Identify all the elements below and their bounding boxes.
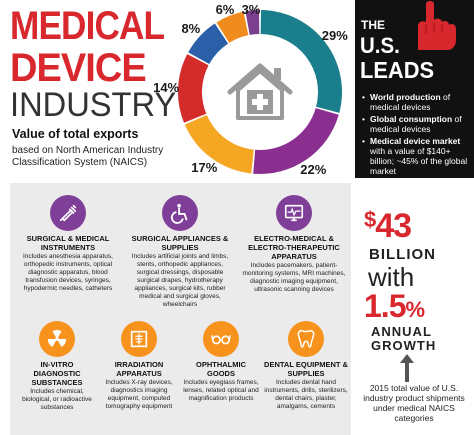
category-irradiation: Irradiation Apparatus Includes X-ray dev… bbox=[100, 321, 178, 411]
donut-slice bbox=[260, 10, 342, 113]
category-description: Includes X-ray devices, diagnostics imag… bbox=[105, 379, 173, 410]
donut-slice-label: 3% bbox=[241, 2, 261, 17]
leads-label: LEADS bbox=[360, 57, 435, 83]
category-description: Includes pacemakers, patient-monitoring … bbox=[242, 262, 346, 293]
category-icon-circle bbox=[39, 321, 75, 357]
total-value-amount: $43 bbox=[364, 207, 412, 245]
leads-bullet: Medical device market with a value of $1… bbox=[362, 136, 470, 176]
category-title: Surgical Appliances & Supplies bbox=[131, 234, 229, 252]
category-description: Includes anesthesia apparatus, orthopedi… bbox=[23, 253, 113, 292]
eyeglasses-icon bbox=[211, 335, 231, 345]
donut-slice bbox=[184, 115, 254, 174]
category-in-vitro: In-Vitro Diagnostic Substances Includes … bbox=[18, 321, 96, 412]
category-icon-circle bbox=[162, 195, 198, 231]
donut-slice bbox=[216, 11, 249, 43]
monitor-icon bbox=[284, 204, 304, 222]
the-label: THE bbox=[361, 18, 385, 32]
donut-slice-label: 8% bbox=[181, 20, 201, 36]
title-line-1: MEDICAL bbox=[10, 4, 165, 48]
donut-slice bbox=[188, 23, 229, 64]
subtitle-detail: based on North American Industry Classif… bbox=[12, 145, 164, 168]
category-electro-medical: Electro-Medical & Electro-Therapeutic Ap… bbox=[242, 195, 346, 294]
wheelchair-icon bbox=[170, 203, 188, 224]
donut-slice-label: 14% bbox=[153, 80, 180, 96]
annual-label: ANNUAL bbox=[371, 324, 432, 339]
billion-label: BILLION bbox=[369, 246, 436, 263]
growth-rate: 1.5% bbox=[364, 288, 425, 324]
syringe-icon bbox=[59, 204, 77, 222]
up-arrow-icon bbox=[400, 354, 414, 382]
donut-slice bbox=[178, 54, 209, 123]
category-icon-circle bbox=[276, 195, 312, 231]
category-icon-circle bbox=[288, 321, 324, 357]
subtitle: Value of total exports bbox=[12, 127, 139, 141]
category-dental: Dental Equipment & Supplies Includes den… bbox=[264, 321, 348, 411]
donut-slice bbox=[253, 108, 339, 175]
leads-bullet: World production of medical devices bbox=[362, 92, 470, 112]
xray-icon bbox=[130, 330, 148, 348]
category-icon-circle bbox=[121, 321, 157, 357]
leads-bullet: Global consumption of medical devices bbox=[362, 114, 470, 134]
category-title: Surgical & Medical Instruments bbox=[26, 234, 110, 252]
category-description: Includes chemical, biological, or radioa… bbox=[22, 388, 92, 411]
leads-bullet-list: World production of medical devices Glob… bbox=[362, 92, 470, 178]
us-label: U.S. bbox=[360, 33, 400, 58]
donut-slice-label: 29% bbox=[321, 27, 348, 43]
title-line-3: INDUSTRY bbox=[10, 86, 177, 124]
tooth-icon bbox=[297, 330, 315, 348]
growth-label: GROWTH bbox=[371, 338, 437, 353]
category-ophthalmic: Ophthalmic Goods Includes eyeglass frame… bbox=[182, 321, 260, 403]
stats-panel bbox=[355, 178, 474, 435]
category-title: In-Vitro Diagnostic Substances bbox=[31, 360, 83, 387]
category-description: Includes eyeglass frames, lenses, relate… bbox=[183, 379, 259, 402]
category-description: Includes dental hand instruments, drills… bbox=[264, 379, 348, 410]
category-icon-circle bbox=[50, 195, 86, 231]
title-line-2: DEVICE bbox=[10, 46, 147, 90]
category-title: Dental Equipment & Supplies bbox=[264, 360, 348, 378]
foam-finger-icon bbox=[418, 1, 456, 50]
radiation-icon bbox=[47, 329, 67, 347]
donut-slice bbox=[245, 10, 260, 35]
donut-slice-label: 17% bbox=[191, 160, 218, 176]
category-title: Electro-Medical & Electro-Therapeutic Ap… bbox=[248, 234, 340, 261]
donut-slice-label: 6% bbox=[215, 2, 235, 17]
stats-footnote: 2015 total value of U.S. industry produc… bbox=[363, 383, 465, 423]
categories-panel: Surgical & Medical Instruments Includes … bbox=[10, 183, 351, 435]
category-surgical-instruments: Surgical & Medical Instruments Includes … bbox=[18, 195, 118, 293]
export-share-donut-chart bbox=[178, 10, 342, 175]
hospital-house-icon bbox=[227, 63, 293, 120]
category-description: Includes artificial joints and limbs, st… bbox=[131, 253, 229, 308]
category-title: Ophthalmic Goods bbox=[196, 360, 246, 378]
category-icon-circle bbox=[203, 321, 239, 357]
category-title: Irradiation Apparatus bbox=[114, 360, 164, 378]
with-label: with bbox=[368, 262, 415, 292]
donut-slice-label: 22% bbox=[300, 161, 327, 177]
category-surgical-appliances: Surgical Appliances & Supplies Includes … bbox=[126, 195, 234, 309]
